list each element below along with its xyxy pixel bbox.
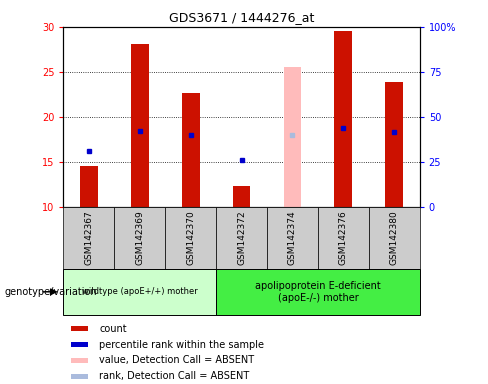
Text: count: count (99, 324, 127, 334)
Bar (165, 207, 216, 269)
Bar (386, 82, 403, 207)
Text: apolipoprotein E-deficient
(apoE-/-) mother: apolipoprotein E-deficient (apoE-/-) mot… (255, 281, 381, 303)
Bar (80, 166, 98, 207)
Bar (233, 186, 250, 207)
Title: GDS3671 / 1444276_at: GDS3671 / 1444276_at (169, 11, 314, 24)
Text: GSM142370: GSM142370 (186, 210, 195, 265)
Text: rank, Detection Call = ABSENT: rank, Detection Call = ABSENT (99, 371, 249, 381)
Bar (216, 207, 267, 269)
Bar (63, 207, 114, 269)
Text: GSM142376: GSM142376 (339, 210, 348, 265)
Bar (216, 269, 420, 315)
Bar (71, 358, 88, 363)
Bar (71, 326, 88, 331)
Text: percentile rank within the sample: percentile rank within the sample (99, 339, 264, 349)
Text: genotype/variation: genotype/variation (5, 287, 98, 297)
Text: GSM142380: GSM142380 (390, 210, 399, 265)
Text: GSM142374: GSM142374 (288, 210, 297, 265)
Bar (318, 207, 369, 269)
Text: wildtype (apoE+/+) mother: wildtype (apoE+/+) mother (82, 287, 198, 296)
Bar (284, 66, 302, 207)
Text: GSM142367: GSM142367 (84, 210, 93, 265)
Bar (71, 374, 88, 379)
Text: value, Detection Call = ABSENT: value, Detection Call = ABSENT (99, 356, 254, 366)
Bar (131, 44, 149, 207)
Bar (71, 342, 88, 348)
Bar (267, 207, 318, 269)
Bar (114, 207, 165, 269)
Bar (369, 207, 420, 269)
Text: GSM142372: GSM142372 (237, 210, 246, 265)
Bar (334, 31, 352, 207)
Bar (63, 269, 216, 315)
Bar (182, 93, 200, 207)
Text: GSM142369: GSM142369 (135, 210, 144, 265)
